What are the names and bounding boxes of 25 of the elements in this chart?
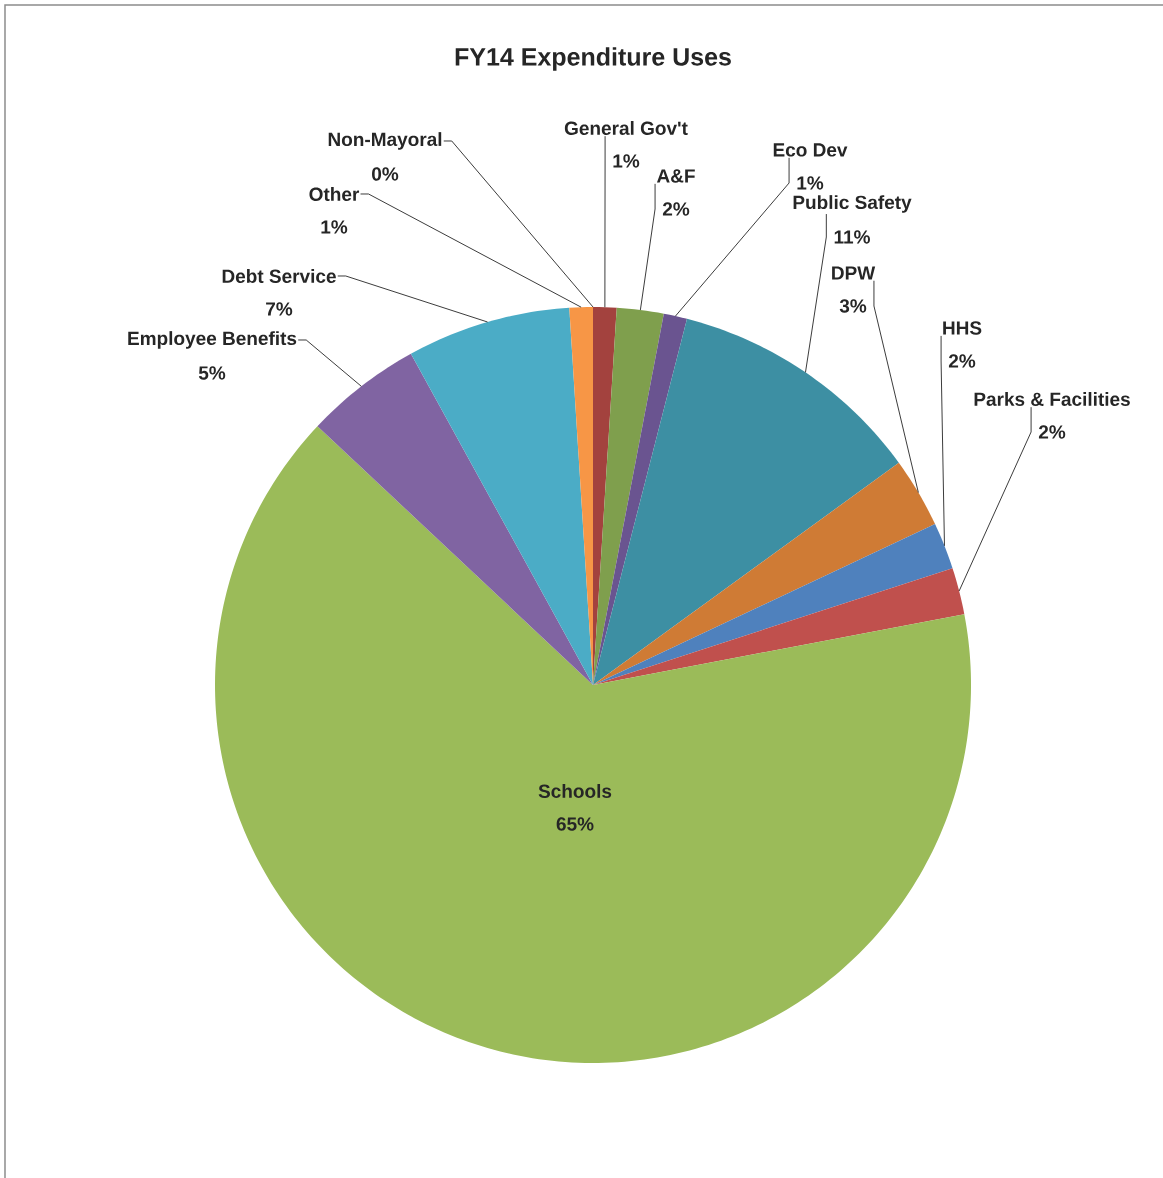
data-label: 3% — [839, 299, 867, 313]
data-label: 2% — [662, 202, 690, 216]
category-label: Non-Mayoral — [328, 132, 442, 150]
data-label: 7% — [266, 302, 293, 316]
slice-label: Eco Dev — [773, 143, 848, 157]
data-label: 2% — [948, 354, 976, 368]
slice-label: Parks & Facilities — [974, 392, 1130, 406]
slice-label: Public Safety — [793, 195, 912, 213]
slice-label: Employee Benefits — [128, 331, 297, 349]
slice-label: DPW — [832, 266, 876, 280]
data-label: 5% — [198, 366, 226, 380]
data-label: 1% — [613, 154, 640, 168]
data-label: 65% — [556, 817, 594, 831]
slice-label: Schools — [538, 784, 612, 798]
data-label: 2% — [1038, 425, 1066, 439]
slice-label: Debt Service — [222, 269, 336, 283]
data-label: 1% — [797, 176, 824, 190]
text: 0% — [372, 167, 399, 181]
slice-label: General Gov't — [564, 121, 688, 135]
slice-label: HHS — [943, 321, 982, 335]
slice-label: Other — [309, 187, 360, 201]
data-label: 11% — [834, 230, 870, 244]
chart-title: FY14 Expenditure Uses — [455, 47, 731, 71]
slice-label: A&F — [656, 169, 695, 183]
data-label: 1% — [321, 220, 348, 234]
